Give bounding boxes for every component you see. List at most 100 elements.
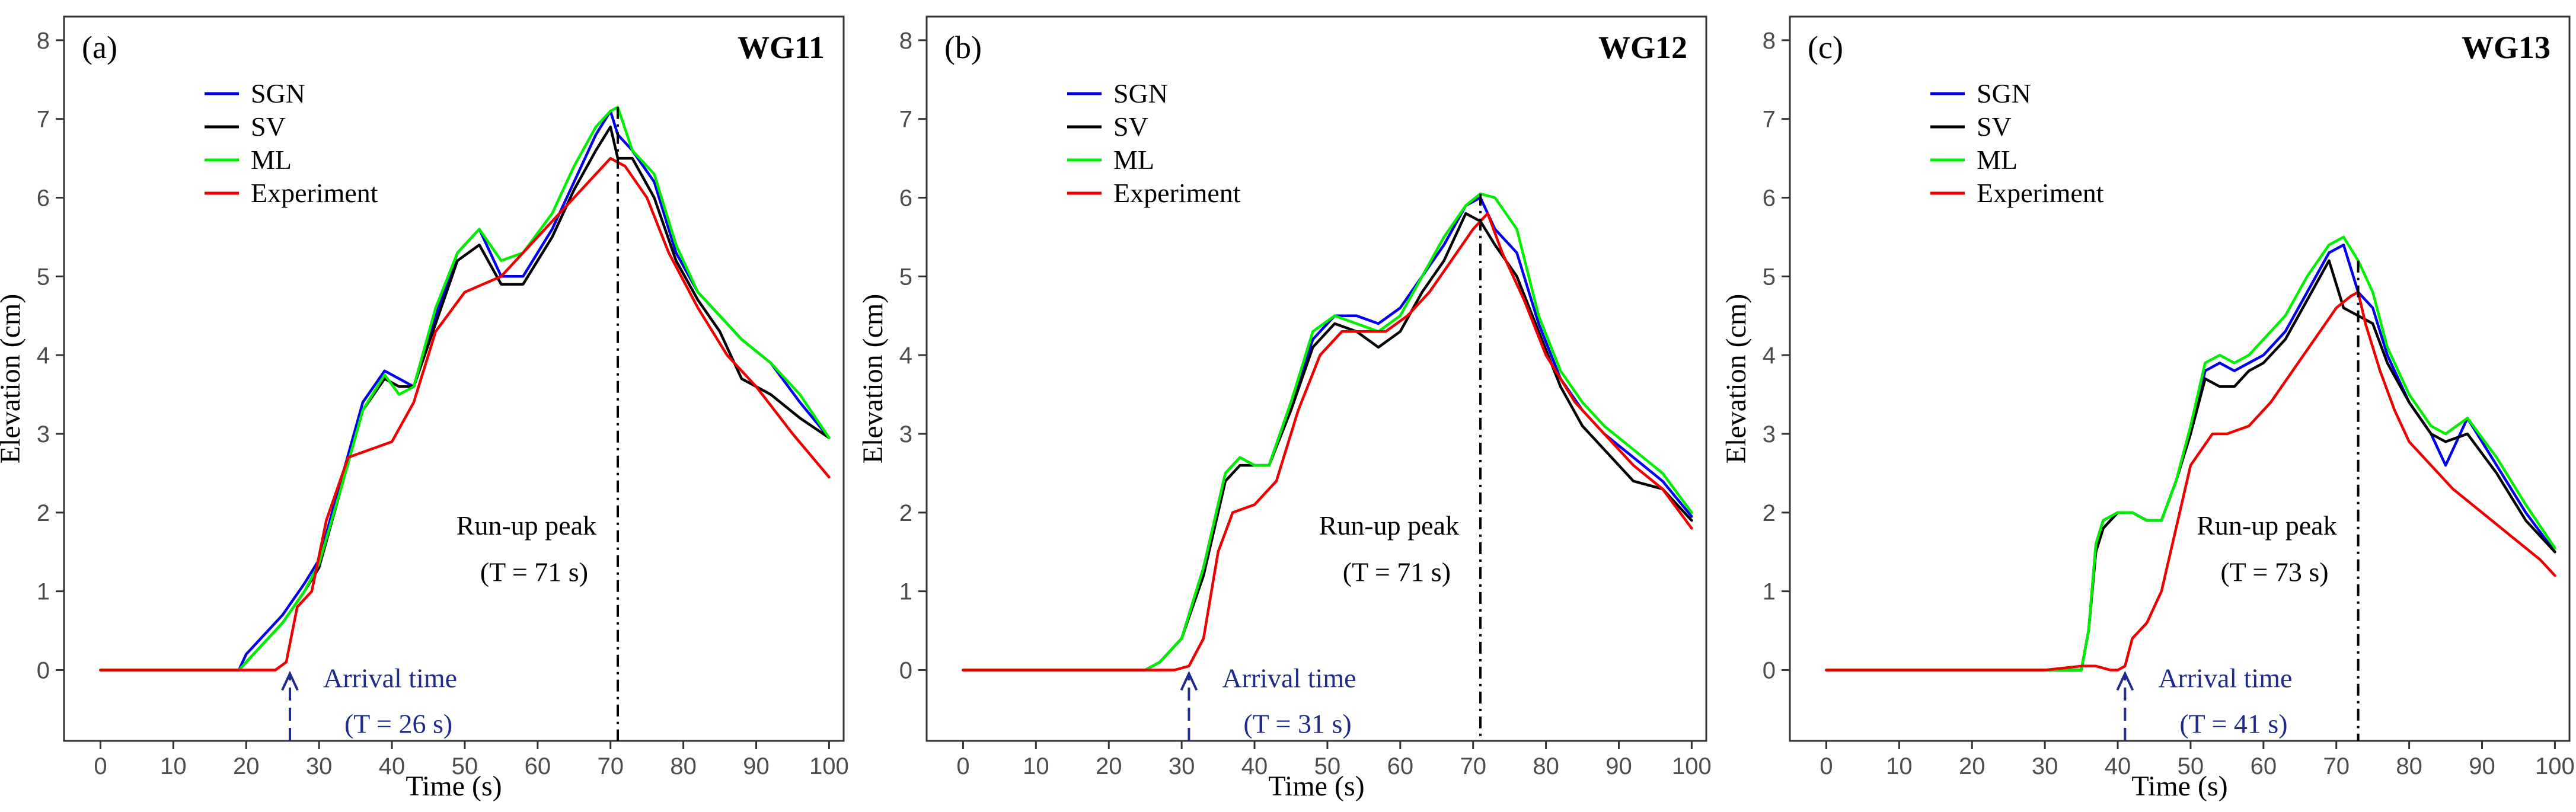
y-tick-label: 1 <box>1763 579 1776 605</box>
y-tick-label: 6 <box>1763 186 1776 212</box>
chart-panel-wg13: 0 10 20 30 40 50 60 70 80 90 100 0 1 2 3 4 5 6 7 8 Time (s) E… <box>1720 15 2575 802</box>
arrival-time-label: Arrival time <box>2158 663 2292 693</box>
x-tick-label: 10 <box>160 753 187 779</box>
x-tick-label: 90 <box>1605 753 1632 779</box>
legend-label-experiment: Experiment <box>1977 178 2104 208</box>
panel-label: (b) <box>944 30 982 65</box>
series-line-sv <box>962 212 1693 672</box>
x-tick-label: 40 <box>379 753 406 779</box>
arrival-arrowhead <box>2116 670 2134 691</box>
y-tick-label: 4 <box>1763 343 1776 369</box>
legend-label-ml: ML <box>251 145 292 175</box>
legend-label-ml: ML <box>1977 145 2018 175</box>
x-tick-label: 30 <box>2032 753 2058 779</box>
legend-label-sgn: SGN <box>1113 78 1168 108</box>
arrival-time-value: (T = 41 s) <box>2179 709 2287 739</box>
series-line-ml <box>1825 235 2556 672</box>
plot-frame <box>925 15 1707 742</box>
runup-peak-label: Run-up peak <box>2197 510 2336 541</box>
y-tick-label: 2 <box>899 500 912 526</box>
gauge-title: WG11 <box>738 30 825 65</box>
legend-label-sv: SV <box>1977 111 2012 142</box>
legend-label-experiment: Experiment <box>1113 178 1241 208</box>
legend-label-sv: SV <box>1113 111 1148 142</box>
y-tick-label: 1 <box>37 579 50 605</box>
y-tick-label: 2 <box>37 500 50 526</box>
series-line-sgn <box>1825 243 2556 672</box>
x-tick-label: 20 <box>1096 753 1122 779</box>
plot-frame <box>63 15 845 742</box>
x-tick-label: 20 <box>233 753 260 779</box>
legend-label-sgn: SGN <box>1977 78 2031 108</box>
series-line-sv <box>99 125 831 672</box>
x-tick-label: 50 <box>452 753 478 779</box>
arrival-time-label: Arrival time <box>323 663 457 693</box>
legend-label-experiment: Experiment <box>251 178 378 208</box>
x-tick-label: 0 <box>956 753 969 779</box>
y-tick-label: 6 <box>37 186 50 212</box>
series-line-ml <box>962 192 1693 672</box>
x-tick-label: 40 <box>1241 753 1268 779</box>
series-line-ml <box>99 106 831 672</box>
x-tick-label: 0 <box>1820 753 1833 779</box>
gauge-title: WG13 <box>2462 30 2551 65</box>
series-line-experiment <box>1825 290 2556 672</box>
x-tick-label: 80 <box>2396 753 2422 779</box>
x-tick-label: 70 <box>1460 753 1486 779</box>
x-tick-label: 30 <box>1169 753 1195 779</box>
y-axis-title: Elevation (cm) <box>0 294 26 464</box>
x-tick-label: 30 <box>306 753 333 779</box>
series-line-experiment <box>962 212 1693 672</box>
x-tick-label: 0 <box>94 753 107 779</box>
x-tick-label: 50 <box>2178 753 2204 779</box>
y-tick-label: 3 <box>37 421 50 447</box>
legend-label-sgn: SGN <box>251 78 305 108</box>
x-tick-label: 100 <box>809 753 849 779</box>
legend-label-sv: SV <box>251 111 286 142</box>
series-line-sgn <box>99 110 831 672</box>
chart-panel-wg12: 0 10 20 30 40 50 60 70 80 90 100 0 1 2 3 4 5 6 7 8 Time (s) E… <box>857 15 1712 802</box>
legend-label-ml: ML <box>1113 145 1154 175</box>
x-tick-label: 90 <box>2469 753 2495 779</box>
gauge-title: WG12 <box>1598 30 1687 65</box>
series-line-sgn <box>962 196 1693 672</box>
x-tick-label: 60 <box>525 753 551 779</box>
y-tick-label: 3 <box>899 421 912 447</box>
x-tick-label: 50 <box>1314 753 1341 779</box>
x-tick-label: 10 <box>1023 753 1049 779</box>
y-tick-label: 0 <box>37 657 50 683</box>
y-tick-label: 8 <box>1763 28 1776 54</box>
runup-peak-label: Run-up peak <box>457 510 596 541</box>
x-tick-label: 20 <box>1959 753 1986 779</box>
arrival-time-value: (T = 26 s) <box>344 709 452 739</box>
x-tick-label: 10 <box>1886 753 1913 779</box>
arrival-time-value: (T = 31 s) <box>1243 709 1351 739</box>
panel-label: (c) <box>1808 30 1843 65</box>
y-tick-label: 1 <box>899 579 912 605</box>
x-tick-label: 60 <box>1387 753 1414 779</box>
x-axis-title: Time (s) <box>1268 771 1364 802</box>
x-tick-label: 70 <box>597 753 624 779</box>
y-tick-label: 7 <box>37 107 50 133</box>
x-tick-label: 40 <box>2105 753 2131 779</box>
y-tick-label: 7 <box>899 107 912 133</box>
y-axis-title: Elevation (cm) <box>1720 294 1752 464</box>
y-tick-label: 2 <box>1763 500 1776 526</box>
x-tick-label: 80 <box>1533 753 1559 779</box>
plot-frame <box>1789 15 2571 742</box>
x-axis-title: Time (s) <box>406 771 502 802</box>
x-tick-label: 60 <box>2251 753 2277 779</box>
y-axis-title: Elevation (cm) <box>857 294 889 464</box>
x-tick-label: 90 <box>743 753 770 779</box>
y-tick-label: 4 <box>899 343 912 369</box>
x-tick-label: 70 <box>2323 753 2350 779</box>
panel-label: (a) <box>82 30 117 65</box>
x-tick-label: 100 <box>2535 753 2575 779</box>
y-tick-label: 7 <box>1763 107 1776 133</box>
y-tick-label: 5 <box>1763 264 1776 290</box>
y-tick-label: 4 <box>37 343 50 369</box>
runup-peak-time: (T = 71 s) <box>1343 557 1451 587</box>
y-tick-label: 8 <box>899 28 912 54</box>
